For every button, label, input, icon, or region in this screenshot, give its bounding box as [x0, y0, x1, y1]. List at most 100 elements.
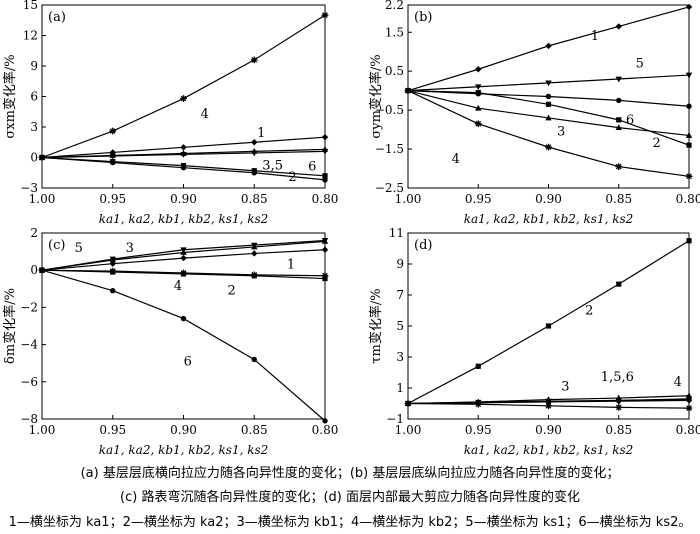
- x-tick-label: 0.80: [312, 423, 339, 437]
- curve-label: 5: [75, 241, 83, 256]
- data-point: [180, 254, 187, 262]
- data-point: [321, 149, 329, 155]
- data-point: [686, 396, 692, 403]
- y-tick-label: 0: [30, 151, 38, 165]
- series-line: [41, 14, 326, 159]
- data-point: [322, 177, 328, 183]
- data-point: [180, 315, 187, 322]
- curve-label: 1: [591, 29, 599, 44]
- panel-3: −8 −6 −4 −2 0 2 1.00 0.95 0.90 0.85 0.80 (c) ka1, ka…: [2, 226, 338, 456]
- x-tick-label: 0.90: [170, 192, 197, 206]
- y-tick-label: 9: [396, 257, 404, 271]
- data-point: [110, 159, 116, 166]
- series-1: [404, 3, 693, 94]
- data-point: [685, 172, 693, 180]
- y-axis-label: σym变化率/%: [368, 54, 384, 138]
- data-point: [545, 323, 552, 329]
- x-tick-label: 0.95: [99, 192, 126, 206]
- x-tick-label: 1.00: [29, 192, 56, 206]
- curve-label: 4: [174, 279, 182, 294]
- curve-label: 2: [227, 284, 235, 299]
- x-axis-label: ka1, ka2, kb1, kb2, ks1, ks2: [464, 212, 634, 226]
- curve-label: 1: [257, 126, 265, 141]
- data-point: [109, 267, 117, 275]
- data-point: [616, 97, 622, 104]
- data-point: [475, 84, 482, 91]
- data-point: [545, 93, 552, 100]
- series-5: [38, 238, 329, 274]
- data-point: [321, 238, 329, 244]
- x-tick-label: 0.90: [170, 423, 197, 437]
- curve-label: 4: [201, 107, 209, 122]
- curve-label: 3: [126, 241, 134, 256]
- data-point: [545, 143, 552, 151]
- y-tick-label: −2: [20, 300, 38, 314]
- data-point: [615, 23, 622, 30]
- x-tick-label: 0.95: [465, 423, 492, 437]
- data-point: [39, 154, 45, 161]
- data-point: [180, 269, 187, 277]
- series-5: [404, 72, 693, 95]
- data-point: [475, 399, 481, 406]
- x-tick-label: 0.95: [99, 423, 126, 437]
- curve-label: 2: [653, 136, 661, 151]
- data-point: [685, 132, 693, 138]
- y-tick-label: −2.5: [375, 181, 404, 195]
- panel-label: (d): [414, 238, 432, 253]
- data-point: [616, 281, 622, 287]
- data-point: [475, 363, 481, 369]
- x-tick-label: 0.80: [312, 192, 339, 206]
- y-tick-label: 3: [30, 120, 38, 134]
- x-tick-label: 0.85: [605, 423, 632, 437]
- x-tick-label: 0.90: [535, 192, 562, 206]
- caption-line-1: (a) 基层层底横向拉应力随各向异性度的变化；(b) 基层层底纵向拉应力随各向异…: [80, 466, 620, 481]
- curve-label: 2: [288, 170, 296, 185]
- caption-line-3: 1—横坐标为 ka1；2—横坐标为 ka2；3—横坐标为 kb1；4—横坐标为 …: [8, 515, 692, 530]
- data-point: [251, 139, 258, 146]
- series-4: [38, 11, 329, 161]
- data-point: [321, 133, 329, 141]
- y-tick-label: 7: [396, 288, 404, 302]
- curve-label: 4: [452, 152, 460, 167]
- panel-label: (c): [48, 238, 65, 253]
- y-tick-label: −3: [20, 181, 38, 195]
- data-point: [110, 287, 116, 294]
- series-6: [405, 87, 692, 109]
- data-point: [615, 76, 622, 83]
- y-tick-label: 6: [30, 90, 38, 104]
- series-2: [405, 238, 692, 407]
- data-point: [321, 11, 329, 19]
- data-point: [474, 120, 482, 128]
- data-point: [545, 402, 552, 410]
- data-point: [405, 400, 411, 407]
- data-point: [616, 117, 622, 123]
- panel-label: (b): [414, 10, 432, 25]
- data-point: [615, 163, 623, 170]
- data-point: [686, 238, 692, 244]
- data-point: [321, 272, 329, 280]
- data-point: [545, 80, 552, 87]
- curve-label: 1,5,6: [601, 370, 634, 385]
- data-point: [685, 72, 693, 79]
- x-tick-label: 0.80: [676, 423, 700, 437]
- data-point: [685, 3, 693, 11]
- curve-label: 4: [674, 375, 682, 390]
- x-axis-label: ka1, ka2, kb1, kb2, ks1, ks2: [99, 212, 269, 226]
- panel-2: −2.5 −1.5 −0.5 0.5 1.5 2.2 1.00 0.95 0.90 0.85 0.8…: [368, 0, 700, 226]
- curve-label: 2: [585, 304, 593, 319]
- data-point: [109, 127, 117, 135]
- x-tick-label: 1.00: [395, 192, 422, 206]
- series-6: [39, 154, 328, 183]
- y-axis-label: τm变化率/%: [368, 288, 384, 363]
- data-point: [475, 66, 482, 73]
- y-tick-label: 15: [23, 0, 38, 12]
- data-point: [686, 142, 692, 148]
- x-axis-label: ka1, ka2, kb1, kb2, ks1, ks2: [99, 443, 269, 456]
- data-point: [39, 267, 45, 273]
- y-tick-label: −4: [20, 338, 38, 352]
- data-point: [180, 152, 187, 158]
- series-6: [39, 267, 328, 424]
- data-point: [615, 124, 622, 131]
- data-point: [251, 150, 258, 157]
